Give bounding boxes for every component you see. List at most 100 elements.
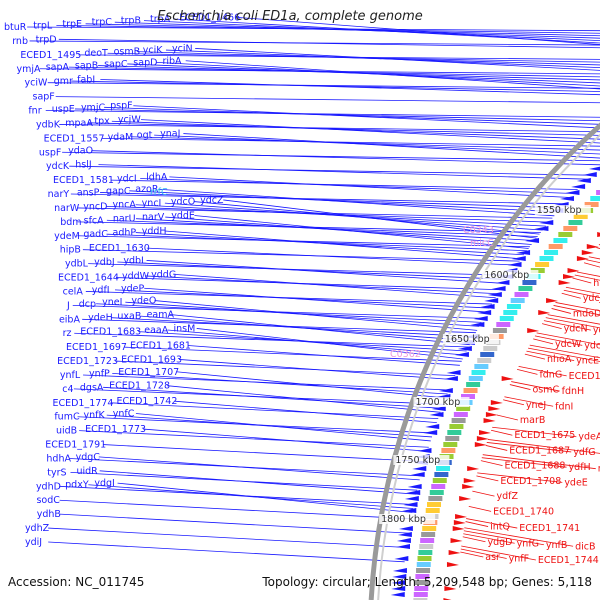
gene-connector-right (565, 286, 600, 295)
gene-label-left: narU (113, 214, 136, 225)
gene-connector-left (176, 371, 447, 399)
gene-label-left: hipB (60, 245, 81, 256)
gene-connector-right (463, 530, 544, 546)
gene-connector-right (583, 262, 600, 268)
gene-label-right: ydcH (593, 325, 600, 336)
gene-label-left: rnb (12, 36, 28, 47)
cog-feature-block (535, 262, 550, 267)
cog-feature-block (413, 598, 428, 600)
gene-connector-left (140, 178, 574, 194)
cog-feature-block (428, 496, 443, 501)
gene-label-left: deoT (84, 48, 108, 59)
reverse-feature-arrow (490, 400, 503, 405)
gene-connector-right (466, 518, 518, 529)
cog-feature-block (573, 214, 588, 219)
cog-feature-block (425, 508, 440, 513)
forward-feature-arrow (392, 574, 407, 579)
gene-label-right: ECED1_1675 (514, 430, 575, 441)
right-connector-lines (460, 244, 600, 561)
gene-label-left: ogt (137, 130, 153, 141)
gene-label-right: ydcR (584, 340, 600, 351)
gene-label-left: yciK (143, 45, 163, 56)
cog-feature-block (422, 526, 437, 531)
gene-connector-left (183, 133, 600, 159)
gene-connector-right (572, 277, 592, 284)
gene-connector-right (487, 439, 600, 454)
cog-feature-block (483, 346, 498, 351)
cog-feature-block (514, 292, 529, 297)
gene-label-left: uidR (76, 466, 98, 477)
gene-label-left: ydbL (65, 259, 89, 270)
gene-label-left: c4 (62, 384, 73, 395)
cog-feature-block (584, 202, 599, 207)
gene-connector-right (461, 545, 536, 561)
forward-feature-arrow (571, 184, 586, 189)
gene-label-left: trpC (92, 17, 113, 28)
gene-label-right: mdoD (573, 308, 600, 319)
scale-label-bg (413, 397, 470, 407)
cog-feature-block (496, 322, 511, 327)
gene-label-left: narV (142, 212, 165, 223)
gene-label-left: ydcZ (200, 195, 224, 206)
gene-label-left: uspE (52, 104, 75, 115)
gene-connector-left (115, 277, 501, 291)
gene-label-left: pspF (110, 101, 132, 112)
scale-label-bg (393, 455, 450, 465)
gene-connector-left (143, 428, 428, 452)
cog-feature-block (492, 328, 507, 333)
cog-feature-block (466, 382, 481, 387)
gene-connector-left (101, 137, 600, 147)
reverse-feature-arrow (462, 484, 475, 489)
gene-connector-right (517, 368, 538, 375)
cog-feature-block (506, 304, 521, 309)
gene-connector-left (77, 235, 530, 248)
gene-connector-right (536, 332, 600, 346)
forward-feature-arrow (443, 376, 458, 381)
cog-feature-block (468, 376, 483, 381)
backbone-ring (368, 122, 600, 600)
gene-connector-right (586, 259, 600, 264)
forward-feature-arrow (412, 466, 427, 471)
gene-label-left: ycjW (118, 115, 141, 126)
gene-connector-left (58, 38, 600, 49)
gene-connector-left (169, 314, 470, 346)
scale-label: 1550 kbp (537, 205, 582, 216)
reverse-feature-arrow (444, 586, 457, 591)
gene-label-left: sodC (36, 495, 60, 506)
gene-label-left: ydhZ (25, 523, 50, 534)
gene-connector-right (596, 247, 600, 249)
forward-feature-arrow (407, 484, 422, 489)
gene-label-left: ECED1_1697 (66, 342, 127, 353)
reverse-feature-arrow (586, 244, 599, 249)
gene-label-left: yddG (151, 269, 176, 280)
gene-connector-left (188, 345, 460, 366)
gene-connector-left (103, 444, 425, 462)
cog-feature-block (568, 220, 583, 225)
forward-feature-arrow (394, 556, 409, 561)
cog-feature-block (417, 556, 432, 561)
forward-feature-arrow (397, 532, 412, 537)
gene-connector-left (79, 430, 429, 448)
gene-label-left: fumC (54, 412, 80, 423)
gene-label-left: narW (54, 203, 80, 214)
gene-connector-right (509, 384, 531, 390)
gene-connector-right (534, 335, 583, 346)
gene-connector-right (465, 521, 489, 527)
reverse-feature-arrow (546, 298, 559, 303)
gene-connector-left (74, 332, 469, 348)
gene-label-left: ribA (162, 56, 182, 67)
gene-label-right: ydfH (569, 462, 591, 473)
gene-label-left: yddH (142, 226, 167, 237)
gene-connector-left (59, 513, 409, 534)
gene-label-right: ECED1_1688 (505, 461, 566, 472)
scale-label: 1600 kbp (484, 270, 529, 281)
gene-label-left: rz (63, 328, 72, 339)
gene-connector-left (237, 17, 600, 45)
gene-label-left: ECED1_1774 (52, 398, 113, 409)
forward-feature-arrow (390, 592, 405, 597)
gene-connector-right (490, 429, 513, 436)
cog-feature-block (441, 448, 456, 453)
gene-connector-right (476, 475, 499, 482)
gene-label-right: ydeA (578, 432, 600, 443)
forward-feature-arrow (525, 238, 540, 243)
